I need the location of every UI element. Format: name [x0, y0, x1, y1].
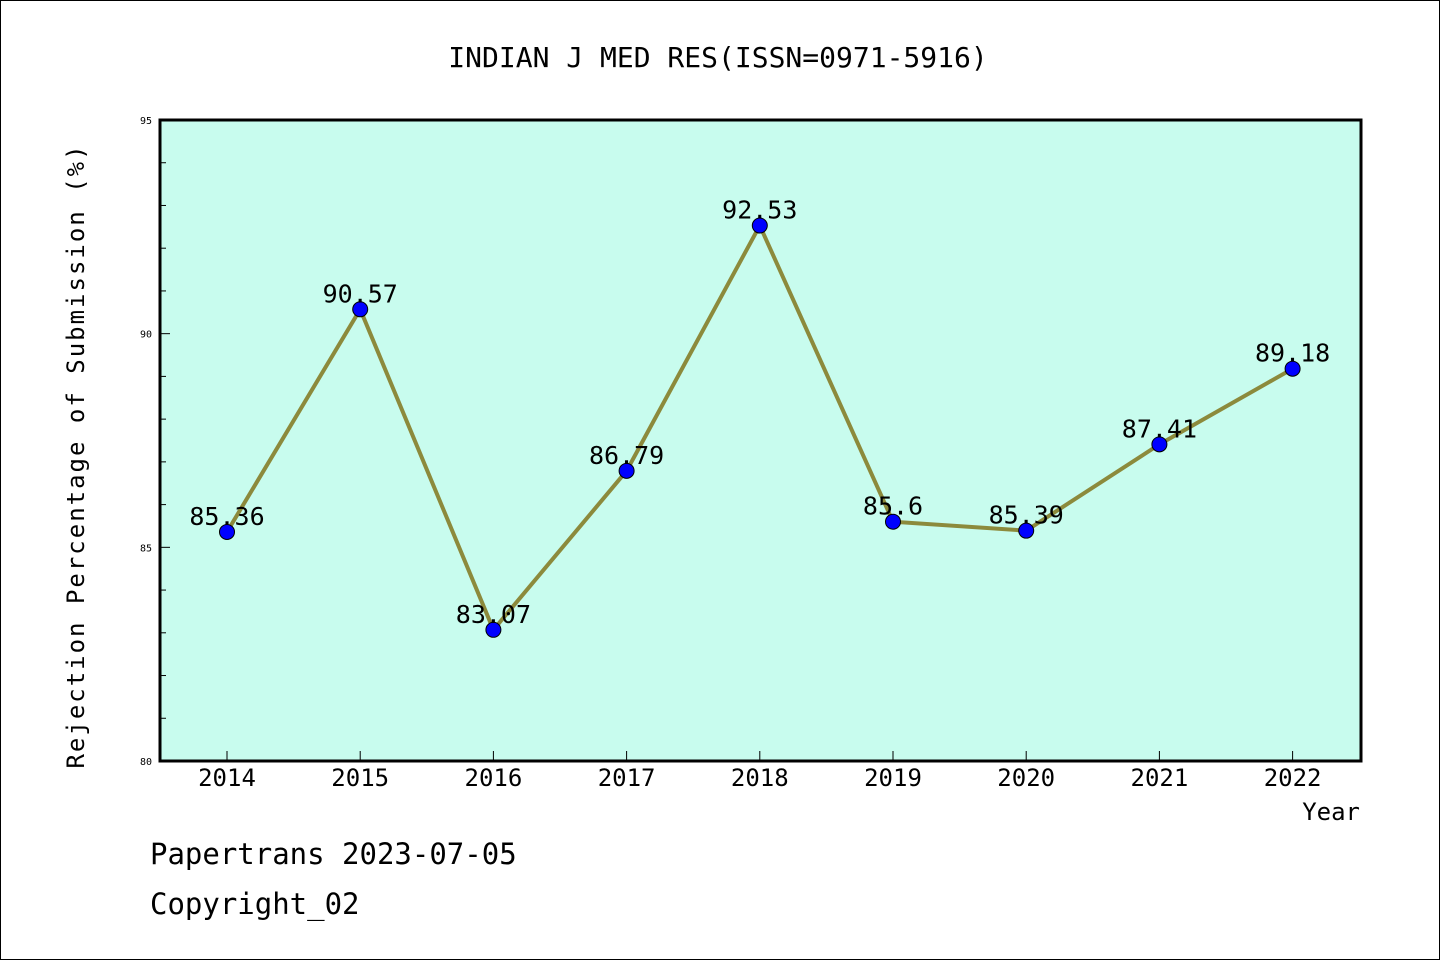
x-tick-label: 2017: [598, 764, 656, 792]
data-point: [751, 217, 768, 234]
y-tick-label: 95: [140, 116, 152, 127]
x-tick-label: 2021: [1131, 764, 1189, 792]
x-tick-label: 2019: [864, 764, 922, 792]
x-axis-label: Year: [1302, 798, 1360, 826]
x-axis: 2014 2015 2016 2017 2018 2019 2020 2021 2022: [198, 751, 1321, 792]
y-axis: 80 85 90 95: [140, 116, 170, 768]
x-tick-label: 2018: [731, 764, 789, 792]
data-label: 86.79: [589, 441, 664, 470]
footer-date-text: Papertrans 2023-07-05: [150, 837, 517, 871]
data-label: 89.18: [1255, 339, 1330, 368]
data-point: [1018, 522, 1035, 539]
y-tick-label: 80: [140, 757, 152, 768]
data-point: [352, 301, 369, 318]
data-label: 87.41: [1122, 414, 1197, 443]
x-tick-label: 2015: [331, 764, 389, 792]
data-point: [1284, 360, 1301, 377]
y-tick-label: 90: [140, 330, 152, 341]
chart-title: INDIAN J MED RES(ISSN=0971-5916): [448, 41, 987, 74]
y-axis-label: Rejection Percentage of Submission (%): [62, 143, 90, 768]
y-tick-label: 85: [140, 543, 152, 554]
footer-copyright-text: Copyright_02: [150, 887, 360, 922]
data-point: [885, 513, 901, 530]
data-point: [219, 523, 235, 540]
data-point: [1151, 436, 1168, 453]
series-0: 85.36 90.57 83.07 86.79 92.53 85.6 85.39 87.41 8…: [189, 196, 1330, 638]
data-label: 92.53: [722, 196, 797, 225]
data-label: 83.07: [456, 600, 531, 629]
x-tick-label: 2016: [465, 764, 523, 792]
data-label: 85.6: [863, 492, 923, 521]
data-point: [618, 462, 635, 479]
x-tick-label: 2014: [198, 764, 256, 792]
x-tick-label: 2022: [1264, 764, 1322, 792]
x-tick-label: 2020: [997, 764, 1055, 792]
data-label: 85.39: [989, 501, 1064, 530]
data-point: [485, 621, 502, 638]
data-label: 90.57: [323, 279, 398, 308]
data-label: 85.36: [189, 502, 264, 531]
